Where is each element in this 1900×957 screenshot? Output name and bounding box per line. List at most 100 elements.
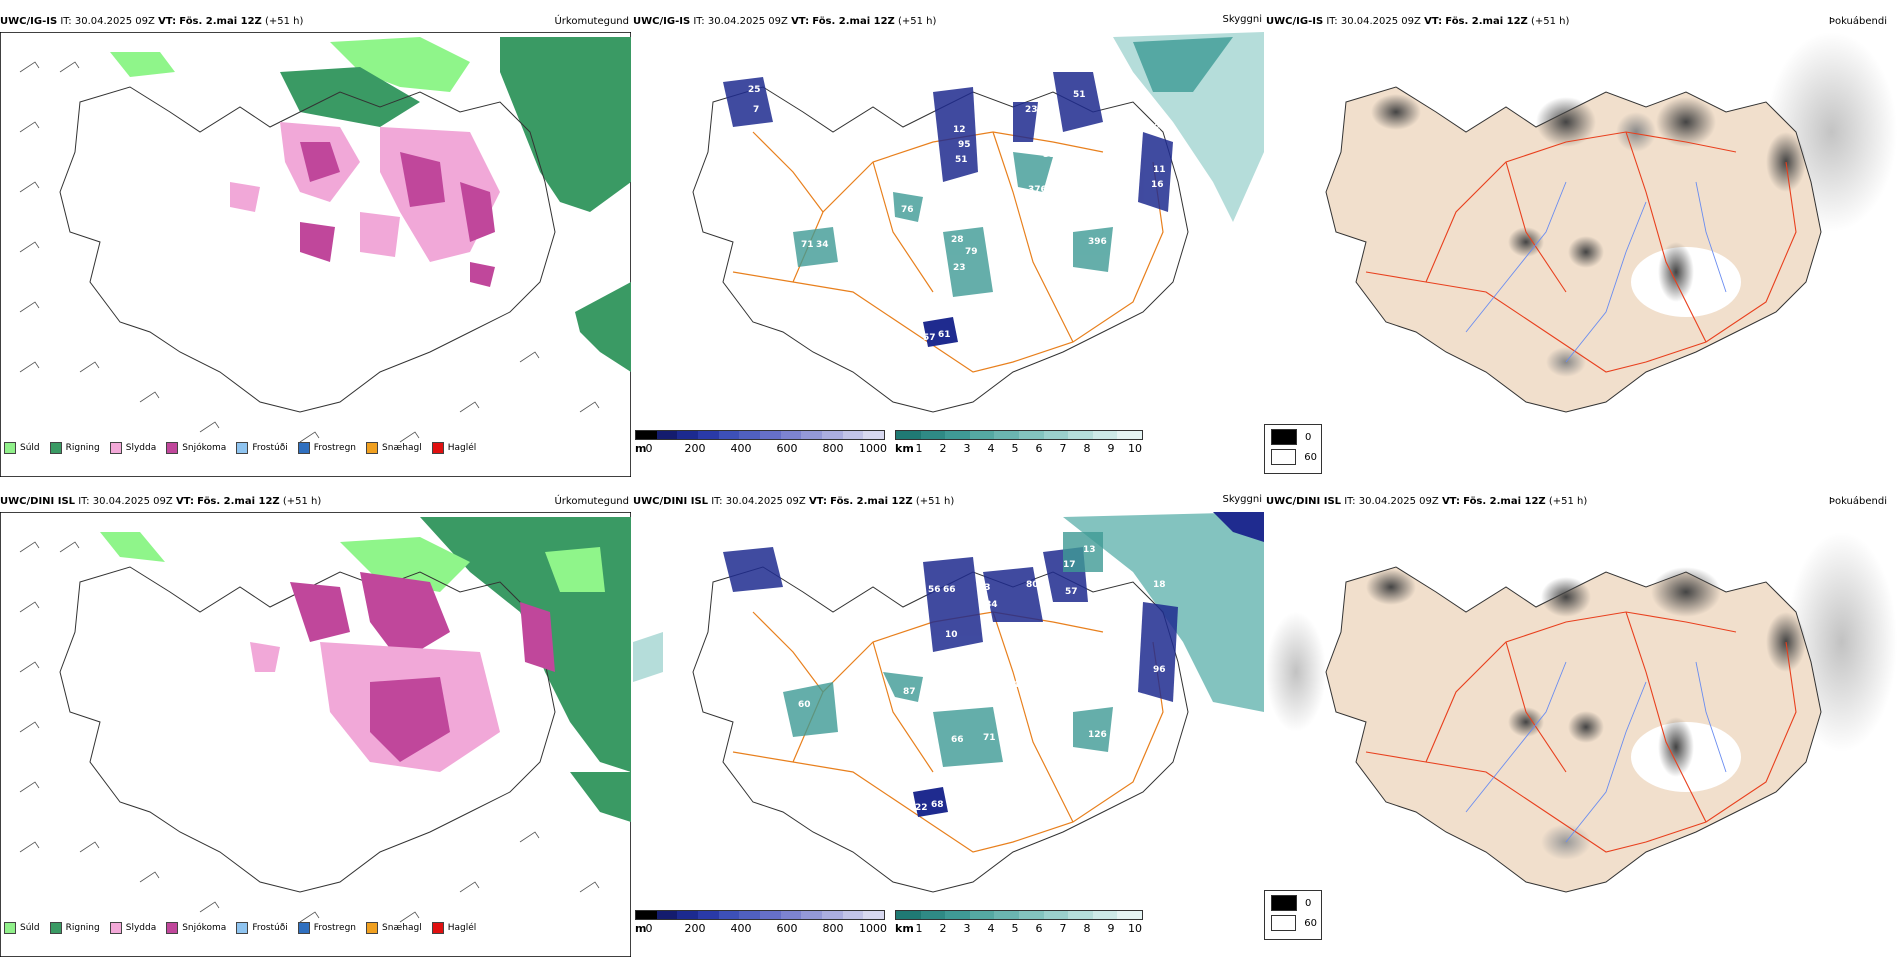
header-text: Fös. 2.mai 12Z: [812, 16, 895, 27]
vis-label: 87: [903, 687, 916, 697]
header-text: Fös. 2.mai 12Z: [1445, 16, 1528, 27]
precip-legend: Súld Rigning Slydda Snjókoma Frostúði Fr…: [4, 922, 476, 934]
header-text: UWC/IG-IS: [0, 16, 58, 27]
legend-swatch: [366, 442, 379, 454]
header-text: (+51 h): [1530, 16, 1570, 27]
legend-label: Snjókoma: [182, 443, 227, 453]
vis-label: 77: [1008, 230, 1021, 240]
vis-label: 34: [816, 240, 829, 250]
legend-label: 4: [987, 922, 995, 935]
legend-swatch: [236, 442, 249, 454]
legend-label: Rigning: [65, 443, 100, 453]
vis-label: 60: [798, 700, 811, 710]
legend-label: 1: [915, 922, 923, 935]
header-text: (+51 h): [264, 16, 304, 27]
legend-label: 9: [1107, 922, 1115, 935]
colorbar-strip: [635, 910, 885, 920]
vis-label: 51: [955, 155, 968, 165]
legend-label: Haglél: [447, 923, 477, 933]
panel-title: Úrkomutegund: [554, 16, 629, 27]
legend-swatch: [236, 922, 249, 934]
header-text: IT:: [1344, 496, 1356, 507]
vis-label: 57: [1065, 587, 1078, 597]
header-text: 30.04.2025 09Z: [725, 496, 806, 507]
panel-header: UWC/IG-IS IT: 30.04.2025 09Z VT: Fös. 2.…: [0, 16, 303, 28]
panel-title: Úrkomutegund: [554, 496, 629, 507]
header-text: Fös. 2.mai 12Z: [830, 496, 913, 507]
colorbar-unit: m: [635, 442, 647, 455]
header-text: (+51 h): [282, 496, 322, 507]
legend-label: 2: [939, 922, 947, 935]
legend-label: 1000: [859, 442, 887, 455]
colorbar-strip: [895, 910, 1143, 920]
header-text: 30.04.2025 09Z: [1340, 16, 1421, 27]
visibility-colorbar: km 1 2 3 4 5 6 7 8 9 10: [895, 910, 1143, 940]
legend-label: 5: [1011, 442, 1019, 455]
legend-label: 0: [645, 442, 653, 455]
legend-swatch: [4, 442, 16, 454]
vis-label: 7: [753, 105, 759, 115]
legend-label: 0: [1305, 897, 1312, 909]
legend-item: Snjókoma: [166, 922, 226, 934]
vis-label: 13: [1083, 545, 1096, 555]
legend-label: 6: [1035, 442, 1043, 455]
header-text: VT:: [1441, 496, 1460, 507]
legend-label: 5: [1011, 922, 1019, 935]
visibility-map: 13 17 18 56 66 73 80 57 10 84 24 96 45 6…: [633, 512, 1264, 893]
colorbar-ticks: m 0 200 400 600 800 1000: [635, 920, 887, 935]
panel-title: Þokuábendi: [1828, 496, 1887, 507]
vis-label: 62: [1148, 123, 1161, 133]
legend-label: 4: [987, 442, 995, 455]
legend-label: 3: [963, 922, 971, 935]
fog-panel-top: UWC/IG-IS IT: 30.04.2025 09Z VT: Fös. 2.…: [1264, 12, 1897, 477]
legend-swatch: [109, 922, 122, 934]
legend-label: Slydda: [125, 443, 157, 453]
legend-item: Slydda: [109, 442, 157, 454]
colorbar-ticks: m 0 200 400 600 800 1000: [635, 440, 887, 455]
legend-swatch: [1271, 449, 1297, 465]
vis-label: 66: [943, 585, 956, 595]
legend-label: 1: [915, 442, 923, 455]
header-text: 30.04.2025 09Z: [74, 16, 155, 27]
vis-label: 10: [945, 630, 958, 640]
colorbar-unit: km: [895, 922, 914, 935]
cloudbase-colorbar: m 0 200 400 600 800 1000: [635, 430, 887, 460]
legend-label: Frostregn: [313, 443, 357, 453]
cloudbase-colorbar: m 0 200 400 600 800 1000: [635, 910, 887, 940]
header-text: VT:: [158, 16, 177, 27]
header-text: VT:: [808, 496, 827, 507]
legend-item: Frostregn: [297, 442, 357, 454]
panel-title: Þokuábendi: [1828, 16, 1887, 27]
vis-label: 71: [983, 733, 996, 743]
colorbar-unit: km: [895, 442, 914, 455]
vis-label: 45: [1013, 680, 1026, 690]
legend-label: Snæhagl: [382, 443, 422, 453]
fog-map: [1266, 532, 1897, 893]
legend-label: 400: [730, 922, 752, 935]
legend-label: 9: [1107, 442, 1115, 455]
visibility-colorbar: km 1 2 3 4 5 6 7 8 9 10: [895, 430, 1143, 460]
vis-label: 84: [985, 600, 998, 610]
legend-item: Frostregn: [297, 922, 356, 934]
legend-swatch: [297, 922, 310, 934]
legend-swatch: [1271, 895, 1297, 911]
header-text: IT:: [693, 16, 705, 27]
legend-swatch: [366, 922, 379, 934]
header-text: UWC/IG-IS: [1266, 16, 1324, 27]
vis-label: 56: [928, 585, 941, 595]
legend-label: 200: [684, 442, 706, 455]
vis-label: 80: [1026, 580, 1039, 590]
legend-label: Súld: [20, 923, 40, 933]
legend-label: 0: [645, 922, 653, 935]
header-text: (+51 h): [1548, 496, 1588, 507]
legend-label: 60: [1304, 451, 1317, 463]
legend-item: Frostúði: [236, 922, 288, 934]
colorbar-ticks: km 1 2 3 4 5 6 7 8 9 10: [895, 440, 1143, 455]
vis-label: 28: [951, 235, 964, 245]
header-text: IT:: [78, 496, 90, 507]
vis-label: 17: [1063, 560, 1076, 570]
legend-label: Snæhagl: [382, 923, 422, 933]
legend-label: 8: [1083, 922, 1091, 935]
header-text: VT:: [791, 16, 810, 27]
legend-item: Snjókoma: [166, 442, 226, 454]
